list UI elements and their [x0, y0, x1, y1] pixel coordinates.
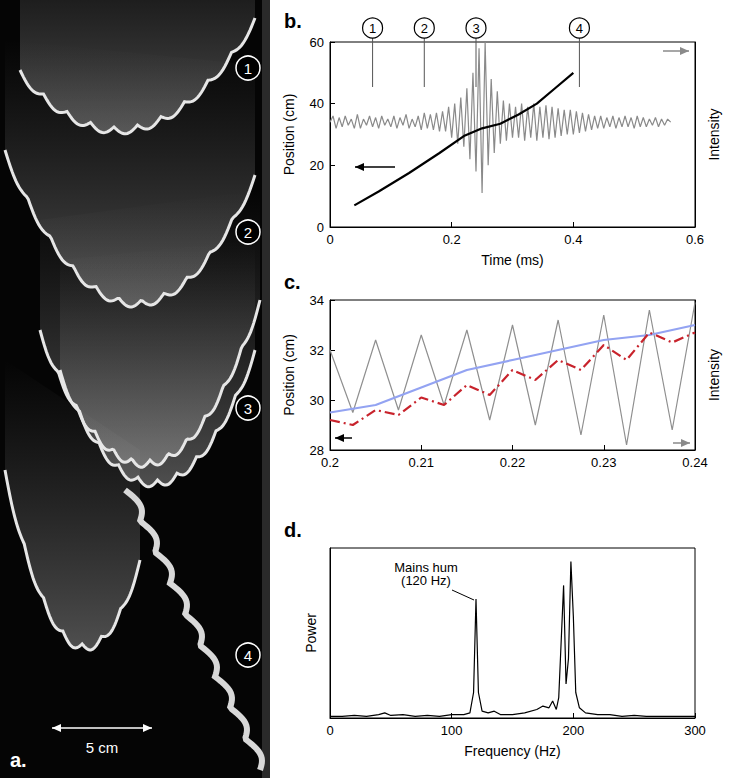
svg-text:30: 30 — [310, 393, 324, 408]
svg-text:0.6: 0.6 — [686, 232, 704, 247]
svg-text:Intensity: Intensity — [706, 349, 722, 401]
svg-text:(120 Hz): (120 Hz) — [401, 573, 451, 588]
svg-text:0.21: 0.21 — [409, 455, 434, 470]
svg-text:1: 1 — [369, 21, 376, 36]
svg-text:60: 60 — [310, 35, 324, 50]
svg-text:0.24: 0.24 — [682, 455, 707, 470]
svg-text:1: 1 — [244, 60, 252, 77]
svg-text:32: 32 — [310, 343, 324, 358]
svg-text:0.23: 0.23 — [591, 455, 616, 470]
svg-text:2: 2 — [421, 21, 428, 36]
svg-text:Frequency (Hz): Frequency (Hz) — [464, 743, 560, 759]
svg-text:20: 20 — [310, 158, 324, 173]
svg-text:100: 100 — [441, 723, 463, 738]
svg-text:300: 300 — [684, 723, 706, 738]
svg-text:40: 40 — [310, 96, 324, 111]
svg-text:3: 3 — [244, 400, 252, 417]
svg-text:a.: a. — [10, 749, 27, 771]
svg-text:0.2: 0.2 — [321, 455, 339, 470]
svg-text:4: 4 — [576, 21, 583, 36]
svg-text:Position (cm): Position (cm) — [281, 334, 297, 416]
svg-text:b.: b. — [284, 10, 302, 32]
svg-text:0: 0 — [326, 232, 333, 247]
svg-text:5 cm: 5 cm — [86, 739, 119, 756]
svg-text:d.: d. — [284, 519, 302, 541]
svg-text:Mains hum: Mains hum — [394, 560, 458, 575]
svg-text:Time (ms): Time (ms) — [481, 252, 543, 268]
svg-text:4: 4 — [244, 647, 252, 664]
svg-text:200: 200 — [562, 723, 584, 738]
svg-text:0.22: 0.22 — [500, 455, 525, 470]
svg-text:0.2: 0.2 — [443, 232, 461, 247]
svg-text:2: 2 — [244, 224, 252, 241]
svg-text:3: 3 — [472, 21, 479, 36]
svg-text:Position (cm): Position (cm) — [281, 94, 297, 176]
svg-text:Power: Power — [303, 613, 319, 653]
svg-text:Intensity: Intensity — [706, 108, 722, 160]
svg-text:28: 28 — [309, 442, 324, 458]
svg-text:34: 34 — [310, 293, 324, 308]
svg-text:0: 0 — [326, 723, 333, 738]
svg-text:0: 0 — [317, 220, 324, 235]
svg-text:0.4: 0.4 — [564, 232, 582, 247]
svg-text:c.: c. — [284, 271, 301, 293]
